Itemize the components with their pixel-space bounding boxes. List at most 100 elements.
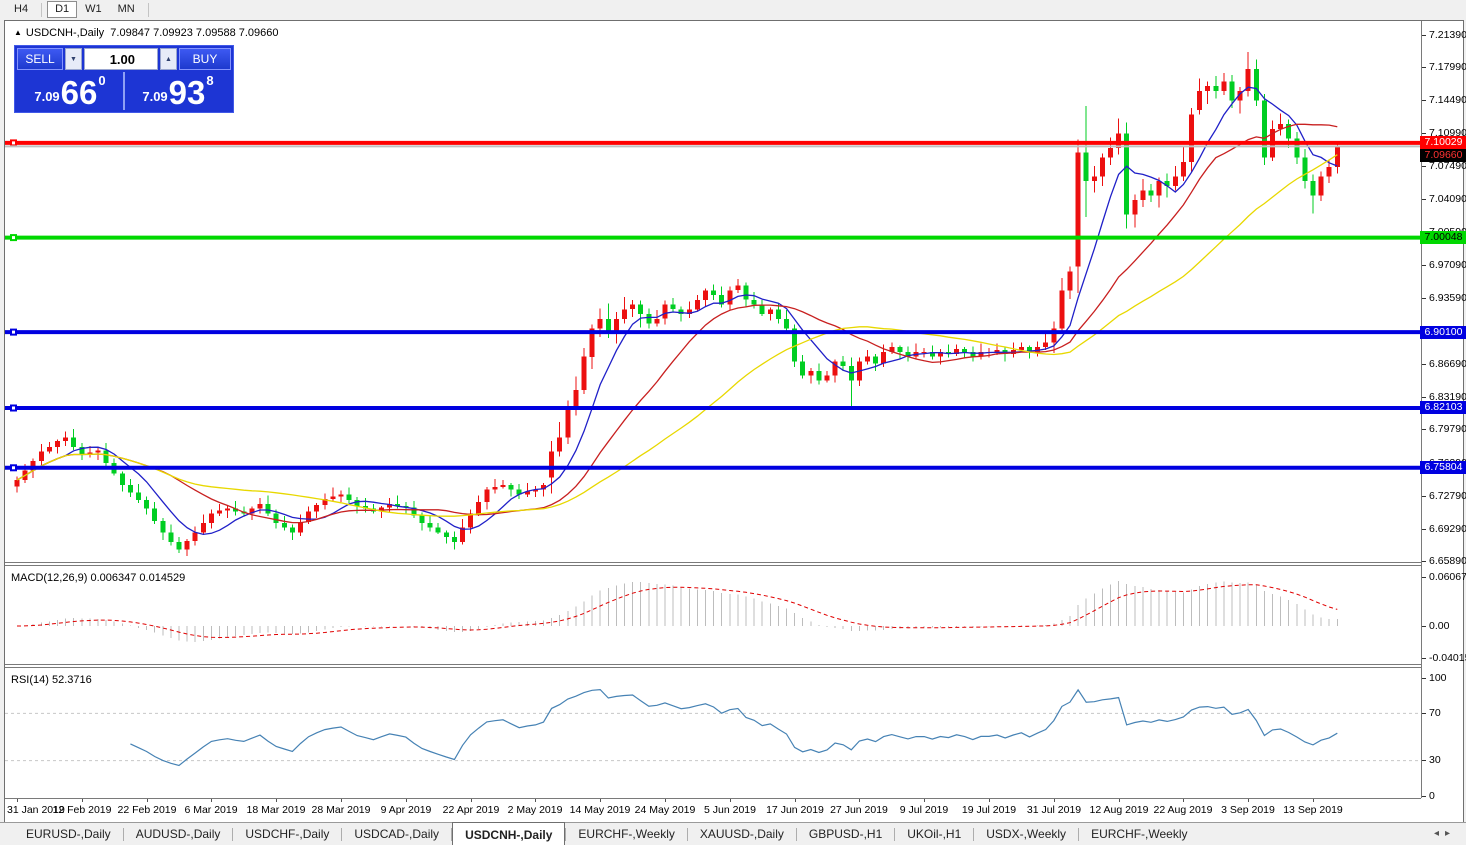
timeframe-toolbar: H4 D1 W1 MN [0, 0, 1466, 19]
price-axis-tick: 6.93590 [1422, 292, 1466, 305]
date-tick [471, 799, 472, 802]
date-axis[interactable]: 31 Jan 2019 12 Feb 2019 22 Feb 2019 6 Mar 2… [5, 798, 1421, 821]
date-label: 6 Mar 2019 [184, 804, 238, 816]
buy-price-base: 7.09 [142, 89, 168, 104]
chart-tab-list: EURUSD-,Daily AUDUSD-,Daily USDCHF-,Daily U… [14, 822, 1200, 845]
macd-label: MACD(12,26,9) 0.006347 0.014529 [11, 572, 186, 584]
timeframe-button-h4[interactable]: H4 [14, 3, 29, 15]
date-label: 12 Feb 2019 [52, 804, 112, 816]
chart-ohlc-values: 7.09847 7.09923 7.09588 7.09660 [110, 27, 279, 39]
toolbar-separator [147, 2, 149, 17]
date-label: 22 Aug 2019 [1153, 804, 1213, 816]
tab-scroll-arrows: ◂▸ [1434, 823, 1466, 845]
date-label: 12 Aug 2019 [1089, 804, 1149, 816]
tab-separator [565, 828, 567, 841]
chart-tab-ukoil-h1[interactable]: UKOil-,H1 [907, 827, 962, 841]
rsi-line [130, 688, 1338, 767]
chart-tab-gbpusd-h1[interactable]: GBPUSD-,H1 [808, 827, 883, 841]
chart-collapse-icon[interactable]: ▲ [14, 28, 22, 37]
macd-signal-line [16, 584, 1338, 639]
date-label: 31 Jan 2019 [7, 804, 65, 816]
support-line-blue-3-handle-dot [12, 466, 15, 470]
volume-input[interactable]: 1.00 [84, 48, 158, 70]
price-axis-tick: 6.97090 [1422, 259, 1466, 272]
buy-price-pip: 8 [206, 73, 214, 88]
price-chart-pane[interactable] [5, 21, 1421, 562]
chart-tab-usdx-weekly[interactable]: USDX-,Weekly [986, 827, 1067, 841]
toolbar-separator [41, 2, 43, 17]
sell-price-big: 66 [60, 74, 98, 111]
date-tick [276, 799, 277, 802]
date-tick [211, 799, 212, 802]
date-label: 24 May 2019 [634, 804, 696, 816]
date-label: 27 Jun 2019 [830, 804, 888, 816]
pane-separator[interactable] [5, 667, 1421, 668]
date-tick [924, 799, 925, 802]
date-tick [1054, 799, 1055, 802]
tab-separator [795, 828, 797, 841]
timeframe-button-mn[interactable]: MN [117, 3, 135, 15]
one-click-trade-panel: SELL ▼ 1.00 ▲ BUY 7.09 66 0 7.09 93 8 [14, 45, 234, 113]
chart-tab-audusd-daily[interactable]: AUDUSD-,Daily [135, 827, 221, 841]
date-tick [1183, 799, 1184, 802]
chart-tab-eurchf-weekly[interactable]: EURCHF-,Weekly [578, 827, 675, 841]
chart-title: ▲ USDCNH-,Daily 7.09847 7.09923 7.09588 7… [14, 27, 279, 39]
buy-price-big: 93 [168, 74, 206, 111]
candles [14, 52, 1340, 557]
chart-window: 7.21390 7.17990 7.14490 7.10990 7.07490 7.040… [4, 20, 1466, 823]
date-tick [1248, 799, 1249, 802]
chart-tab-usdcad-daily[interactable]: USDCAD-,Daily [354, 827, 440, 841]
chart-tab-eurchf-weekly[interactable]: EURCHF-,Weekly [1091, 827, 1188, 841]
macd-histogram [24, 580, 1338, 642]
volume-decrease-button[interactable]: ▼ [65, 48, 82, 70]
date-label: 3 Sep 2019 [1221, 804, 1275, 816]
rsi-axis-tick: 0 [1422, 790, 1435, 803]
date-tick [82, 799, 83, 802]
price-axis-tick: 6.86690 [1422, 358, 1466, 371]
chart-symbol-period: USDCNH-,Daily [25, 27, 105, 39]
date-tick [665, 799, 666, 802]
date-tick [17, 799, 18, 802]
pane-separator[interactable] [5, 562, 1421, 563]
price-axis[interactable]: 7.21390 7.17990 7.14490 7.10990 7.07490 7.040… [1420, 21, 1466, 802]
sell-price-base: 7.09 [34, 89, 60, 104]
rsi-axis-tick: 70 [1422, 707, 1441, 720]
price-axis-tick: 6.65890 [1422, 555, 1466, 568]
ma-line-18 [16, 123, 1338, 524]
sell-price-display[interactable]: 7.09 66 0 [17, 72, 125, 110]
rsi-indicator-pane[interactable] [5, 668, 1421, 798]
chart-tab-eurusd-daily[interactable]: EURUSD-,Daily [26, 827, 111, 841]
date-tick [859, 799, 860, 802]
timeframe-button-w1[interactable]: W1 [85, 3, 102, 15]
date-label: 5 Jun 2019 [704, 804, 756, 816]
ma-line-35 [16, 154, 1338, 517]
date-tick [406, 799, 407, 802]
timeframe-button-d1[interactable]: D1 [47, 1, 78, 18]
sell-button[interactable]: SELL [17, 48, 63, 70]
macd-indicator-pane[interactable] [5, 566, 1421, 664]
date-label: 14 May 2019 [569, 804, 631, 816]
pane-separator[interactable] [5, 664, 1421, 665]
support-line-green-price-tag: 7.00048 [1420, 231, 1466, 244]
buy-price-display[interactable]: 7.09 93 8 [125, 72, 231, 110]
date-label: 22 Feb 2019 [117, 804, 177, 816]
pane-separator[interactable] [5, 565, 1421, 566]
date-tick [600, 799, 601, 802]
rsi-axis-tick: 30 [1422, 754, 1441, 767]
support-line-blue-2-price-tag: 6.82103 [1420, 401, 1466, 414]
date-label: 13 Sep 2019 [1283, 804, 1343, 816]
volume-increase-button[interactable]: ▲ [160, 48, 177, 70]
tab-scroll-left-icon[interactable]: ◂ [1433, 828, 1445, 839]
price-axis-tick: 6.83190 [1422, 391, 1466, 404]
tab-separator [973, 828, 975, 841]
chart-tab-usdcnh-daily[interactable]: USDCNH-,Daily [452, 822, 566, 845]
buy-button[interactable]: BUY [179, 48, 231, 70]
chart-tab-xauusd-daily[interactable]: XAUUSD-,Daily [699, 827, 784, 841]
price-axis-tick: 7.07490 [1422, 160, 1466, 173]
tab-scroll-right-icon[interactable]: ▸ [1444, 828, 1456, 839]
date-label: 18 Mar 2019 [246, 804, 306, 816]
current-price-tag: 7.09660 [1420, 149, 1466, 162]
resistance-line-red-price-tag: 7.10029 [1420, 136, 1466, 149]
chart-tab-usdchf-daily[interactable]: USDCHF-,Daily [245, 827, 330, 841]
